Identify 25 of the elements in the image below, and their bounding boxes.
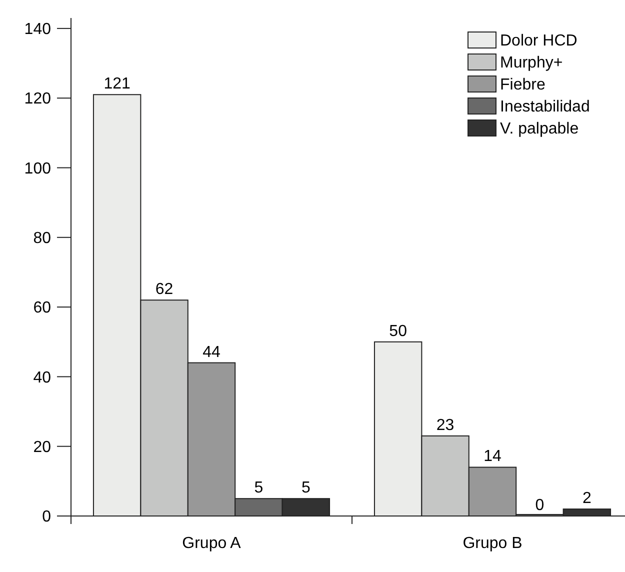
legend-label: Murphy+ bbox=[500, 54, 563, 72]
y-tick-label: 80 bbox=[33, 230, 52, 247]
data-label: 5 bbox=[254, 480, 264, 497]
y-tick-label: 40 bbox=[33, 369, 52, 386]
x-tick-label: Grupo A bbox=[182, 535, 242, 552]
data-label: 62 bbox=[155, 281, 174, 298]
y-tick-label: 120 bbox=[24, 90, 52, 108]
data-label: 2 bbox=[582, 490, 592, 508]
y-tick-label: 100 bbox=[24, 160, 52, 178]
data-label: 14 bbox=[484, 448, 502, 466]
legend-label: Fiebre bbox=[500, 76, 546, 94]
data-label: 121 bbox=[104, 76, 131, 93]
legend-label: V. palpable bbox=[500, 120, 579, 138]
y-tick-label: 140 bbox=[24, 21, 52, 38]
y-tick-label: 20 bbox=[33, 438, 52, 456]
y-tick-label: 60 bbox=[33, 300, 52, 317]
y-tick-label: 0 bbox=[42, 508, 52, 526]
x-tick-label: Grupo B bbox=[462, 535, 522, 552]
legend-label: Inestabilidad bbox=[500, 98, 590, 116]
data-label: 50 bbox=[389, 322, 408, 340]
data-label: 5 bbox=[301, 480, 310, 497]
data-label: 23 bbox=[436, 416, 454, 434]
data-label: 44 bbox=[202, 344, 220, 361]
data-label: 0 bbox=[535, 497, 544, 514]
legend-label: Dolor HCD bbox=[500, 32, 578, 50]
